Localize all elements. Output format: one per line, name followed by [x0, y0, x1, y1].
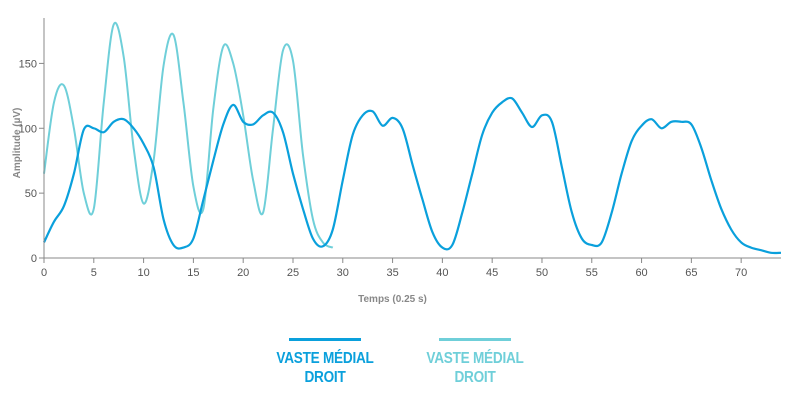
- x-tick-label: 0: [41, 267, 47, 279]
- legend-label-series-1: VASTE MÉDIAL DROIT: [276, 350, 374, 386]
- x-tick-label: 60: [635, 267, 647, 279]
- series-line-2: [43, 21, 334, 249]
- legend-swatch-series-2: [439, 338, 511, 341]
- legend-item-series-2[interactable]: VASTE MÉDIAL DROIT: [405, 338, 545, 387]
- y-axis-title: Amplitude (µV): [12, 108, 23, 179]
- x-tick-label: 30: [337, 267, 349, 279]
- x-tick-label: 20: [237, 267, 249, 279]
- y-tick-label: 100: [19, 123, 37, 135]
- chart-legend: VASTE MÉDIAL DROIT VASTE MÉDIAL DROIT: [0, 338, 800, 408]
- x-tick-label: 25: [287, 267, 299, 279]
- x-tick-label: 10: [137, 267, 149, 279]
- series-line-1: [43, 96, 782, 255]
- x-axis-title: Temps (0.25 s): [358, 294, 427, 305]
- y-axis-ticks: 0 50 100 150: [19, 58, 44, 265]
- x-tick-label: 40: [436, 267, 448, 279]
- x-tick-label: 15: [187, 267, 199, 279]
- y-tick-label: 50: [25, 188, 37, 200]
- x-tick-label: 65: [685, 267, 697, 279]
- y-tick-label: 0: [31, 253, 37, 265]
- x-tick-label: 50: [536, 267, 548, 279]
- x-axis-ticks: 0 5 10 15 20 25 30 35 40 45 50 55 60 65 70: [41, 258, 747, 279]
- legend-swatch-series-1: [289, 338, 361, 341]
- legend-label-series-2: VASTE MÉDIAL DROIT: [426, 350, 524, 386]
- x-tick-label: 35: [386, 267, 398, 279]
- line-chart: 0 5 10 15 20 25 30 35 40 45 50 55 60 65 70 0 50 100 150 T…: [12, 18, 782, 305]
- plot-lines: [43, 21, 782, 255]
- x-tick-label: 70: [735, 267, 747, 279]
- x-tick-label: 45: [486, 267, 498, 279]
- x-tick-label: 5: [91, 267, 97, 279]
- x-tick-label: 55: [586, 267, 598, 279]
- legend-item-series-1[interactable]: VASTE MÉDIAL DROIT: [255, 338, 395, 387]
- y-tick-label: 150: [19, 58, 37, 70]
